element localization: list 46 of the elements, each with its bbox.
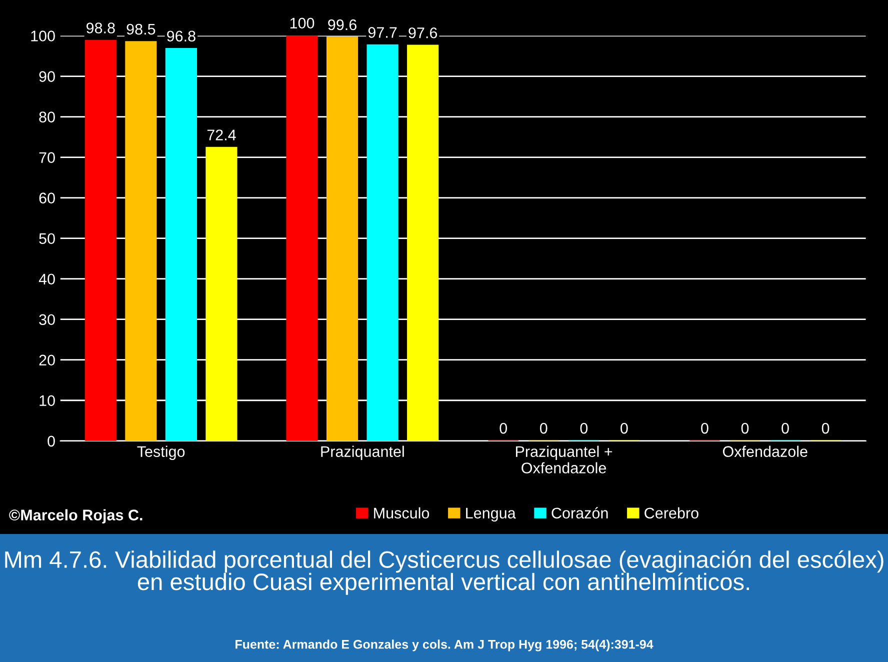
x-tick-label: Testigo [137,446,185,460]
data-label: 96.8 [167,30,196,42]
bar [366,44,398,441]
bar [286,36,318,441]
y-tick-label: 0 [48,436,55,447]
data-label: 0 [741,422,749,434]
data-label: 97.7 [368,27,397,38]
y-tick-label: 80 [39,112,55,122]
bar [125,41,157,441]
legend-label: Musculo [374,507,430,519]
y-tick-label: 100 [31,30,55,42]
bar [84,40,116,441]
data-label: 0 [822,422,830,434]
x-tick-label: Praziquantel + Oxfendazole [516,446,612,474]
legend-label: Corazón [552,507,608,519]
y-tick-label: 90 [39,71,55,82]
data-label: 98.5 [126,24,156,35]
x-tick-label: Praziquantel [321,446,404,460]
data-label: 0 [580,422,588,434]
y-tick-label: 10 [40,395,55,406]
data-label: 0 [701,422,708,434]
y-tick-label: 40 [38,274,55,285]
data-label: 72.4 [207,130,236,140]
data-label: 98.8 [86,22,115,34]
data-label: 0 [782,422,789,434]
legend-label: Lengua [466,508,516,522]
y-tick-label: 30 [39,314,55,326]
bar [206,146,238,441]
bar [407,44,439,441]
source-note: Fuente: Armando E Gonzales y cols. Am J Trop Hyg 1996; 54(4):391-94 [236,640,654,652]
data-label: 0 [540,422,548,434]
y-tick-label: 50 [39,233,55,244]
text: ©Marcelo Rojas C. [9,509,142,524]
y-tick-label: 20 [39,354,55,366]
bar [165,48,197,441]
data-label: 0 [500,422,508,434]
bar [326,36,358,441]
data-label: 97.6 [408,27,438,38]
text: Mm 4.7.6. Viabilidad porcentual del Cysticercus cellulosae (evaginación del escólex) en estudio Cuasi experimental vertical con antihelmínticos. [5,550,884,595]
data-label: 0 [620,422,628,434]
y-tick-label: 70 [39,152,55,163]
data-label: 99.6 [328,19,356,30]
x-tick-label: Oxfendazole [722,446,808,457]
data-label: 100 [290,18,314,29]
legend-label: Cerebro [644,507,698,519]
y-tick-label: 60 [39,192,55,204]
